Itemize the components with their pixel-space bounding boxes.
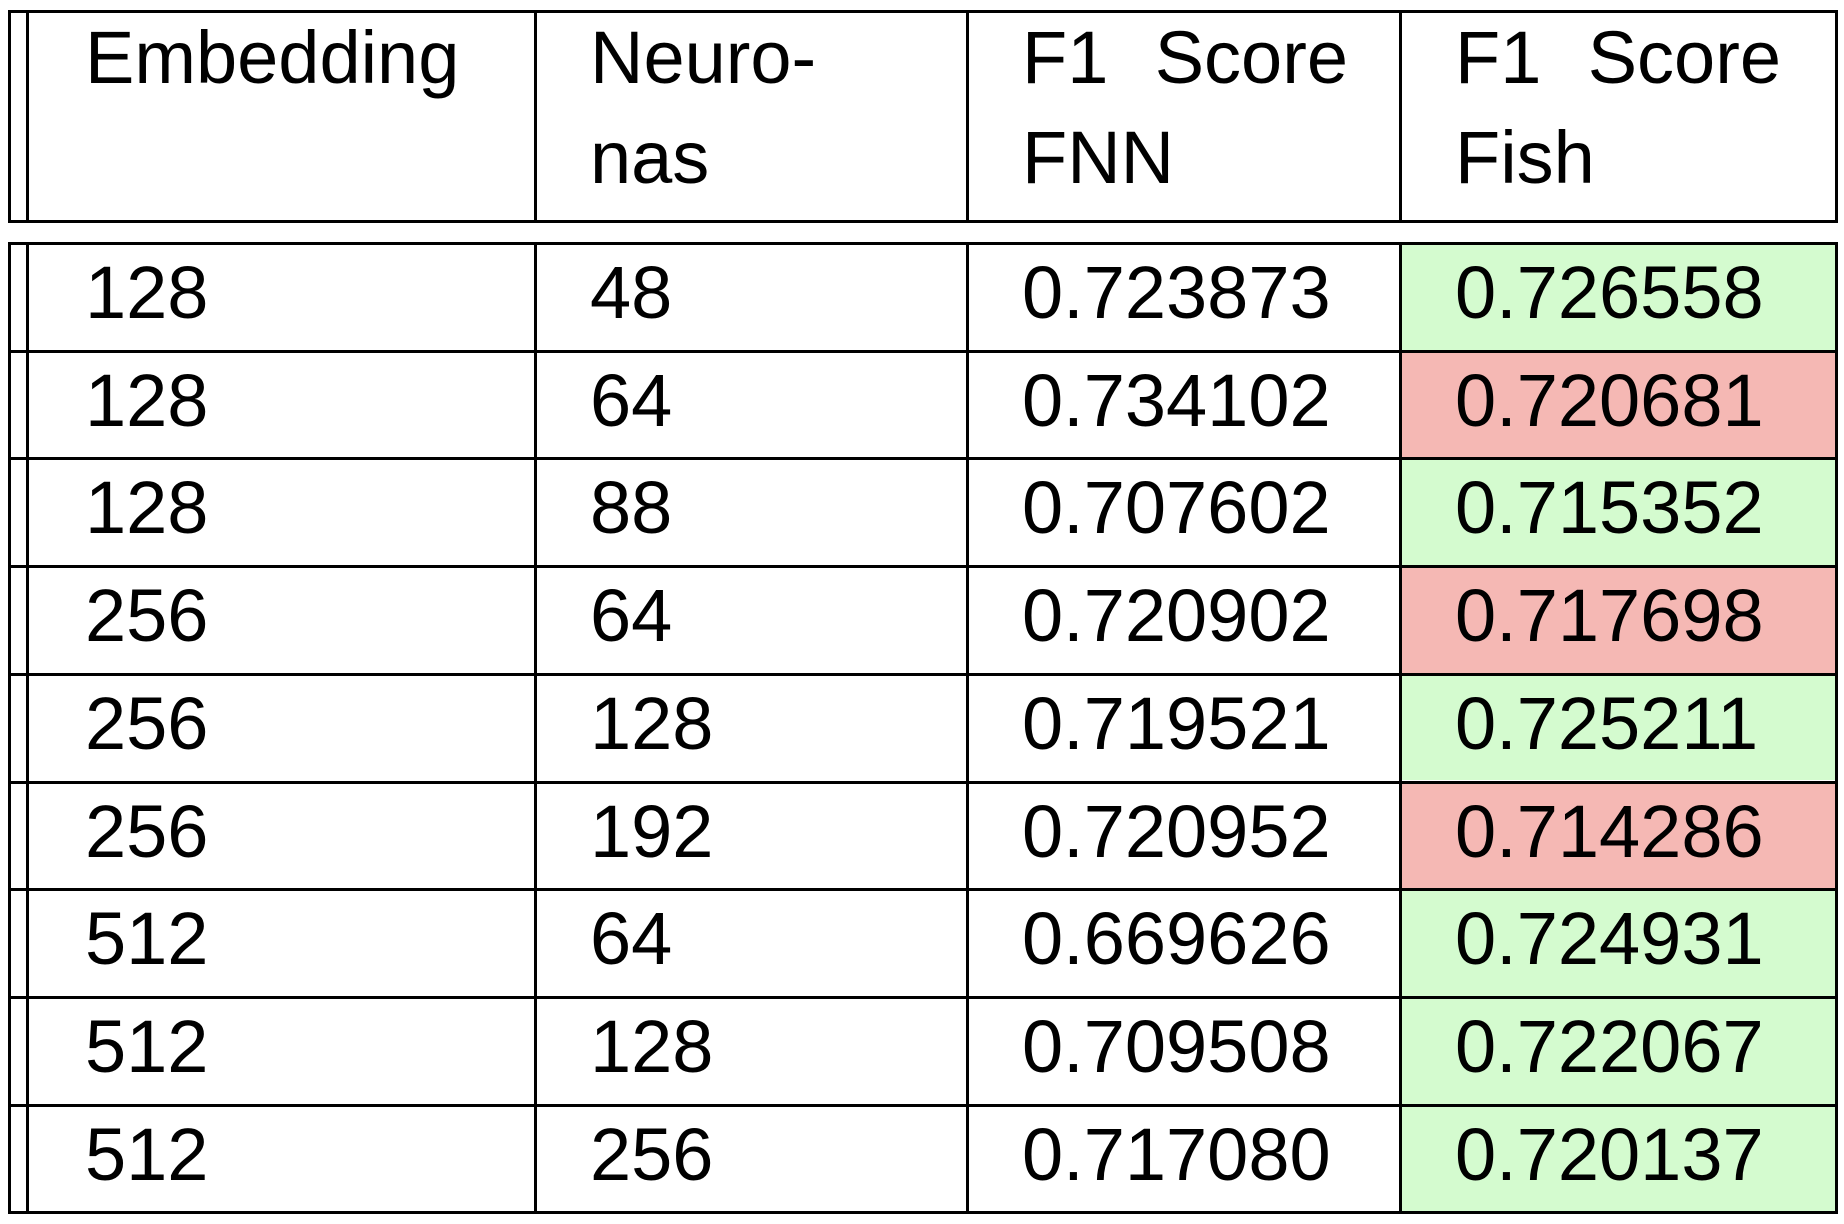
cell-neurons: 64 [590,897,673,981]
header-neurons-line2: nas [590,116,710,199]
fish-cell-highlight [1399,242,1835,350]
fish-cell-highlight [1399,565,1835,673]
fish-cell-highlight [1399,457,1835,566]
cell-embedding: 256 [85,789,209,873]
fish-cell-highlight [1399,995,1835,1104]
row-divider [8,350,1838,353]
cell-f1-fish: 0.717698 [1455,574,1764,658]
left-double-border-inner [26,242,29,1215]
header-f1-fnn: F1 Score FNN [1022,8,1348,208]
cell-f1-fish: 0.720681 [1455,358,1764,442]
cell-f1-fnn: 0.719521 [1022,681,1331,765]
left-double-border-outer [8,10,11,223]
header-embedding: Embedding [85,8,515,108]
cell-neurons: 48 [590,251,673,334]
header-bottom-border [8,220,1838,223]
cell-embedding: 256 [85,681,209,765]
header-f1-fnn-word-score: Score [1154,16,1348,99]
left-double-border-inner [26,10,29,223]
cell-embedding: 128 [85,358,209,442]
header-f1-fish-line2: Fish [1455,116,1595,199]
cell-f1-fnn: 0.720902 [1022,574,1331,658]
column-divider [1399,10,1402,223]
cell-neurons: 256 [590,1112,714,1196]
header-f1-fish-line1: F1 Score [1455,8,1781,108]
header-f1-fnn-word-f1: F1 [1022,16,1109,99]
fish-cell-highlight [1399,780,1835,889]
fish-cell-highlight [1399,888,1835,996]
row-divider [8,888,1838,891]
cell-f1-fish: 0.715352 [1455,466,1764,550]
right-border [1835,10,1838,223]
cell-neurons: 64 [590,574,673,658]
right-border [1835,242,1838,1215]
row-divider [8,673,1838,676]
column-divider [534,10,537,223]
header-f1-fish: F1 Score Fish [1455,8,1781,208]
row-divider [8,996,1838,999]
cell-f1-fish: 0.714286 [1455,789,1764,873]
header-f1-fish-word-score: Score [1587,16,1781,99]
cell-neurons: 88 [590,466,673,550]
cell-f1-fnn: 0.720952 [1022,789,1331,873]
header-neurons-line1: Neuro- [590,16,817,99]
row-divider [8,781,1838,784]
cell-f1-fnn: 0.734102 [1022,358,1331,442]
header-embedding-label: Embedding [85,16,460,99]
column-divider [966,10,969,223]
row-divider [8,457,1838,460]
cell-embedding: 128 [85,251,209,334]
cell-embedding: 512 [85,897,209,981]
cell-f1-fish: 0.720137 [1455,1112,1764,1196]
header-f1-fish-word-f1: F1 [1455,16,1542,99]
row-divider [8,1104,1838,1107]
body-top-border [8,242,1838,245]
cell-f1-fish: 0.726558 [1455,251,1764,334]
cell-neurons: 128 [590,681,714,765]
row-divider [8,565,1838,568]
cell-neurons: 64 [590,358,673,442]
cell-f1-fnn: 0.669626 [1022,897,1331,981]
column-divider [1399,242,1402,1215]
fish-cell-highlight [1399,672,1835,781]
header-neurons: Neuro- nas [590,8,970,208]
body-bottom-border [8,1211,1838,1214]
cell-f1-fish: 0.722067 [1455,1004,1764,1088]
cell-neurons: 192 [590,789,714,873]
cell-f1-fish: 0.724931 [1455,897,1764,981]
cell-embedding: 128 [85,466,209,550]
header-top-border [8,10,1838,13]
left-double-border-outer [8,242,11,1215]
cell-f1-fnn: 0.717080 [1022,1112,1331,1196]
cell-embedding: 512 [85,1112,209,1196]
cell-f1-fnn: 0.707602 [1022,466,1331,550]
header-f1-fnn-line1: F1 Score [1022,8,1348,108]
cell-f1-fnn: 0.709508 [1022,1004,1331,1088]
cell-embedding: 512 [85,1004,209,1088]
cell-neurons: 128 [590,1004,714,1088]
cell-embedding: 256 [85,574,209,658]
column-divider [966,242,969,1215]
cell-f1-fnn: 0.723873 [1022,251,1331,334]
header-f1-fnn-line2: FNN [1022,116,1175,199]
cell-f1-fish: 0.725211 [1455,681,1759,765]
column-divider [534,242,537,1215]
fish-cell-highlight [1399,349,1835,458]
fish-cell-highlight [1399,1103,1835,1212]
